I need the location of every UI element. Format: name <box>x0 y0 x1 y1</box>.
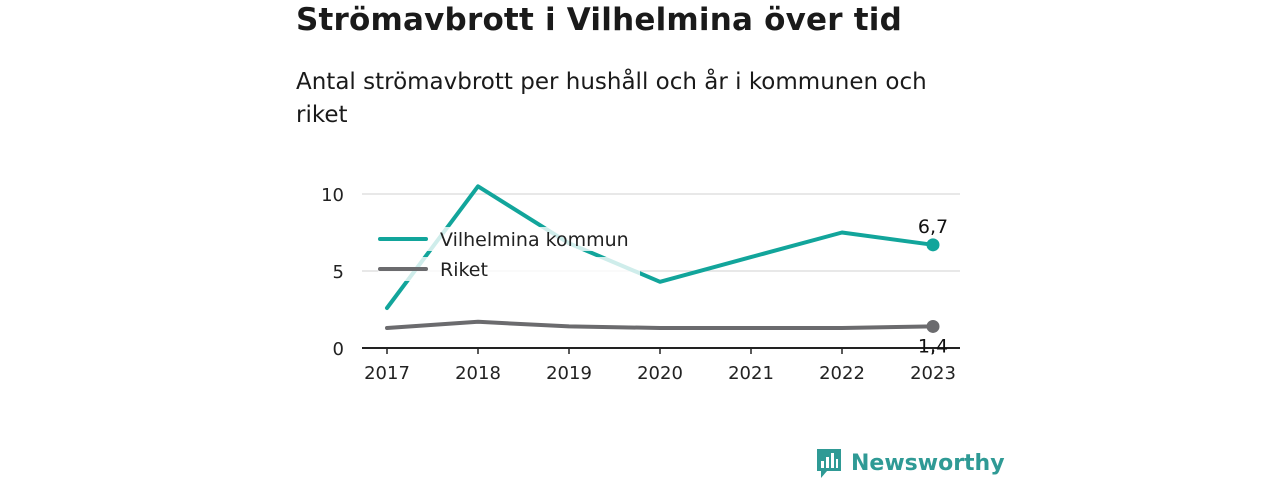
series-line-vilhelmina <box>385 184 935 310</box>
legend: Vilhelmina kommun Riket <box>378 227 640 281</box>
chart-title: Strömavbrott i Vilhelmina över tid <box>296 2 902 38</box>
bar-chart-speech-bubble-icon <box>817 449 841 478</box>
x-axis: 2017 2018 2019 2020 2021 2022 2023 <box>362 347 960 384</box>
legend-label: Vilhelmina kommun <box>440 229 629 251</box>
end-labels: 6,7 1,4 <box>918 216 948 358</box>
x-tick-label: 2021 <box>728 363 774 384</box>
y-axis-ticks: 0 5 10 <box>321 185 344 360</box>
data-label: 1,4 <box>918 335 948 357</box>
newsworthy-logo: Newsworthy <box>815 446 1005 480</box>
y-tick-label: 0 <box>333 339 344 360</box>
data-label: 6,7 <box>918 216 948 238</box>
series-lines <box>385 184 940 333</box>
x-tick-label: 2018 <box>455 363 501 384</box>
chart-subtitle: Antal strömavbrott per hushåll och år i … <box>296 69 927 128</box>
x-tick-label: 2023 <box>910 363 956 384</box>
x-tick-label: 2020 <box>637 363 683 384</box>
y-tick-label: 5 <box>333 262 344 283</box>
brand-name: Newsworthy <box>851 450 1005 476</box>
x-tick-label: 2022 <box>819 363 865 384</box>
series-end-point <box>926 238 940 252</box>
x-tick-label: 2019 <box>546 363 592 384</box>
x-tick-label: 2017 <box>364 363 410 384</box>
y-tick-label: 10 <box>321 185 344 206</box>
series-end-point <box>926 319 940 333</box>
legend-label: Riket <box>440 259 488 281</box>
series-line-riket <box>385 319 935 330</box>
